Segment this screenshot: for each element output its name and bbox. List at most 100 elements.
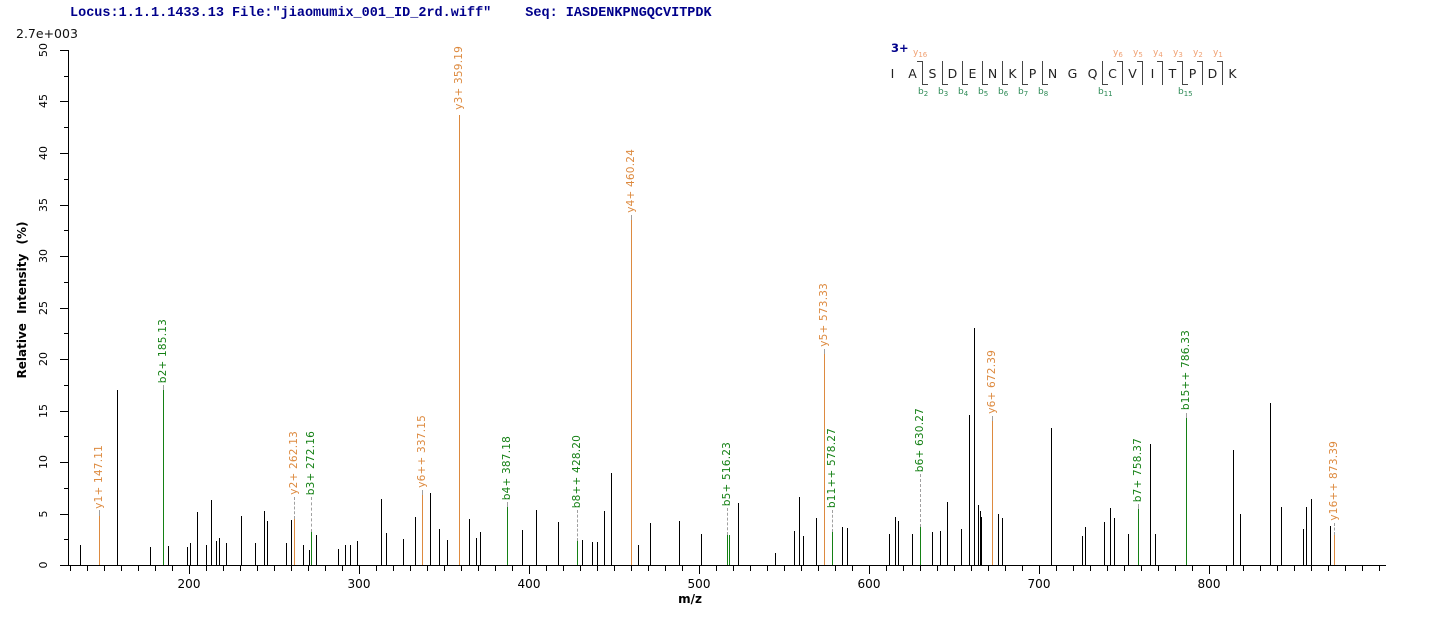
x-tick [767,566,768,571]
b-ion-tick [942,84,948,85]
y-tick-label: 45 [37,94,50,108]
cleavage-line [1222,61,1223,85]
peak [211,500,212,565]
peak [303,545,304,565]
peak [895,516,896,565]
peak [1270,403,1271,565]
cleavage-mark: y4 [1153,48,1164,88]
y-tick [60,153,68,154]
peak [226,543,227,565]
annotated-peak [727,535,728,565]
cleavage-line [1022,61,1023,85]
peak [775,552,776,565]
sequence-label-text: Seq: IASDENKPNGQCVITPDK [525,6,712,21]
x-tick-label: 600 [857,577,881,591]
x-tick [495,566,496,571]
peak [803,536,804,565]
residue-i-1: I [890,65,895,81]
residue-v-13: V [1128,65,1137,81]
peak-label: b8++ 428.20 [571,435,583,509]
peak [536,510,537,565]
y-ion-number: 5 [1138,51,1143,59]
x-tick-label: 200 [177,577,201,591]
cleavage-line [922,61,923,85]
peak [480,532,481,565]
x-tick [1022,566,1023,571]
annotated-peak [507,507,508,565]
cleavage-line [1202,61,1203,85]
x-tick [529,566,530,574]
cleavage-mark: y1 [1213,48,1224,88]
cleavage-line [962,61,963,85]
y-ion-tick [1157,61,1163,62]
y-tick-label: 30 [37,249,50,263]
locus-file-text: Locus:1.1.1.1433.13 File:"jiaomumix_001_… [70,6,492,21]
peak [1240,513,1241,565]
label-leader-line [422,489,423,495]
b-ion-label: b8 [1038,87,1049,98]
label-leader-line [920,474,921,527]
x-tick [121,566,122,571]
peak [267,520,268,565]
peak [476,538,477,565]
y-tick-label: 40 [37,146,50,160]
y-tick [64,539,68,540]
peak [309,549,310,565]
cleavage-mark: b5 [978,58,988,98]
peak [701,534,702,565]
x-tick [274,566,275,571]
b-ion-number: 3 [943,90,949,98]
peak [168,546,169,565]
cleavage-mark: b11 [1098,58,1113,98]
x-tick [1073,566,1074,571]
annotated-peak [729,535,730,565]
cleavage-line [1162,61,1163,85]
peak [1104,521,1105,565]
x-tick [376,566,377,571]
x-tick [359,566,360,574]
peak-label: y6+ 672.39 [986,349,998,414]
peak-label: y5+ 573.33 [818,282,830,347]
peak [430,492,431,565]
x-tick [665,566,666,571]
residue-q-11: Q [1087,65,1098,81]
peak [190,543,191,565]
y-ion-label: y2 [1193,48,1203,59]
peak-label: y1+ 147.11 [93,444,105,509]
peak [255,543,256,565]
x-tick [1039,566,1040,574]
x-tick [648,566,649,571]
y-tick-label: 10 [37,455,50,469]
label-leader-line [163,384,164,390]
residue-n-6: N [987,65,998,81]
peak [522,529,523,565]
y-ion-label: y5 [1133,48,1143,59]
peak [794,531,795,565]
annotated-peak [631,219,632,565]
x-tick [393,566,394,571]
peak [415,516,416,565]
x-tick [733,566,734,571]
b-ion-number: 6 [1003,90,1009,98]
x-tick [801,566,802,571]
peak [961,528,962,565]
cleavage-line [1182,61,1183,85]
y-axis-line [68,50,69,566]
x-tick-label: 800 [1197,577,1221,591]
peak [316,535,317,565]
b-ion-label: b7 [1018,87,1029,98]
x-tick [1362,566,1363,571]
peak [264,511,265,565]
peak [1233,449,1234,565]
label-leader-line [631,214,632,220]
b-ion-number: 4 [963,90,969,98]
peak [969,414,970,565]
annotated-peak [422,494,423,565]
y-tick-label: 20 [37,352,50,366]
cleavage-line [982,61,983,85]
y-tick [64,179,68,180]
peak-label: y16++ 873.39 [1328,441,1340,521]
annotated-peak [920,526,921,565]
